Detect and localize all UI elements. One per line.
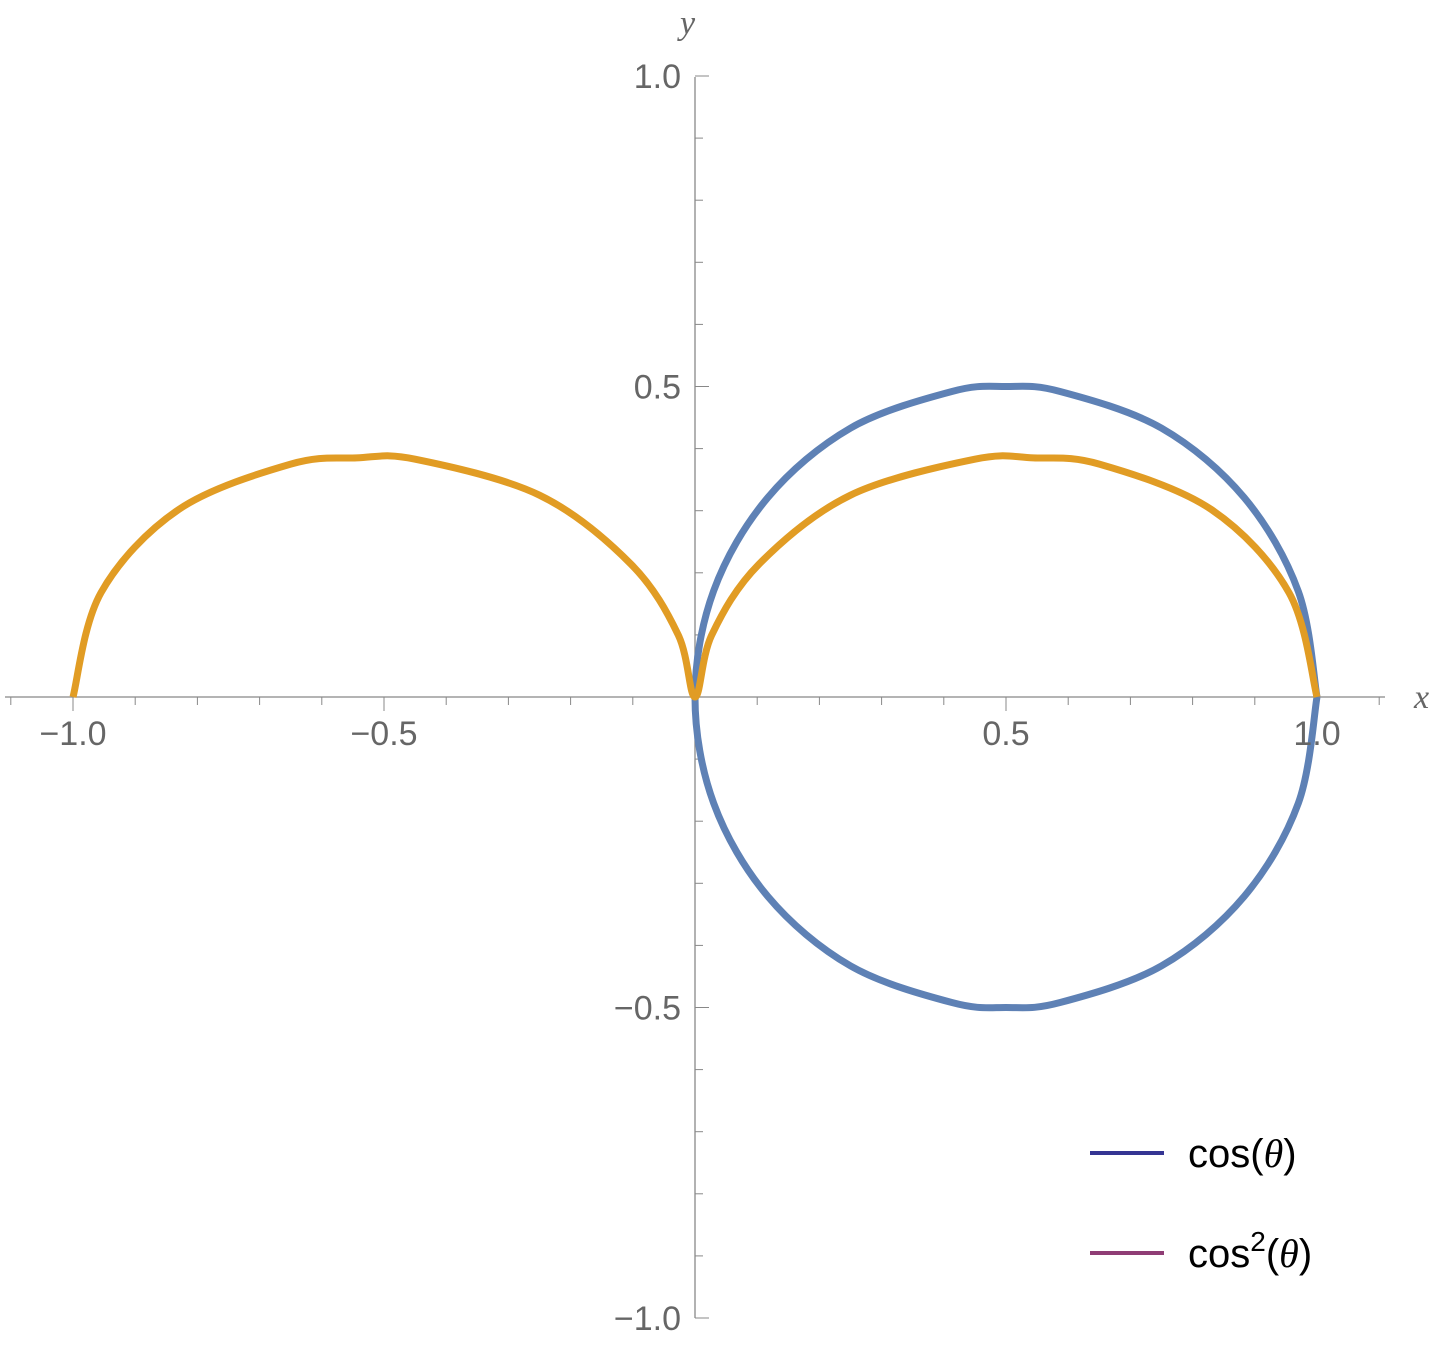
y-tick-label: 1.0 [634, 58, 681, 96]
y-tick-label: 0.5 [634, 369, 681, 407]
legend-label-2: cos2(θ) [1188, 1226, 1312, 1276]
x-tick-label: −1.0 [39, 715, 106, 753]
x-axis-label: x [1413, 679, 1429, 716]
x-tick-label: −0.5 [350, 715, 417, 753]
x-tick-label: 1.0 [1293, 715, 1340, 753]
legend: cos(θ) cos2(θ) [1090, 1131, 1312, 1276]
legend-label-1: cos(θ) [1188, 1131, 1297, 1176]
curves [69, 382, 1321, 1012]
x-tick-label: 0.5 [982, 715, 1029, 753]
series-line-2 [69, 452, 1321, 701]
y-tick-label: −1.0 [614, 1300, 681, 1338]
tick-labels: −1.0 −0.5 0.5 1.0 1.0 0.5 −0.5 −1.0 [39, 58, 1340, 1338]
y-axis-label: y [677, 5, 696, 42]
y-tick-label: −0.5 [614, 990, 681, 1028]
